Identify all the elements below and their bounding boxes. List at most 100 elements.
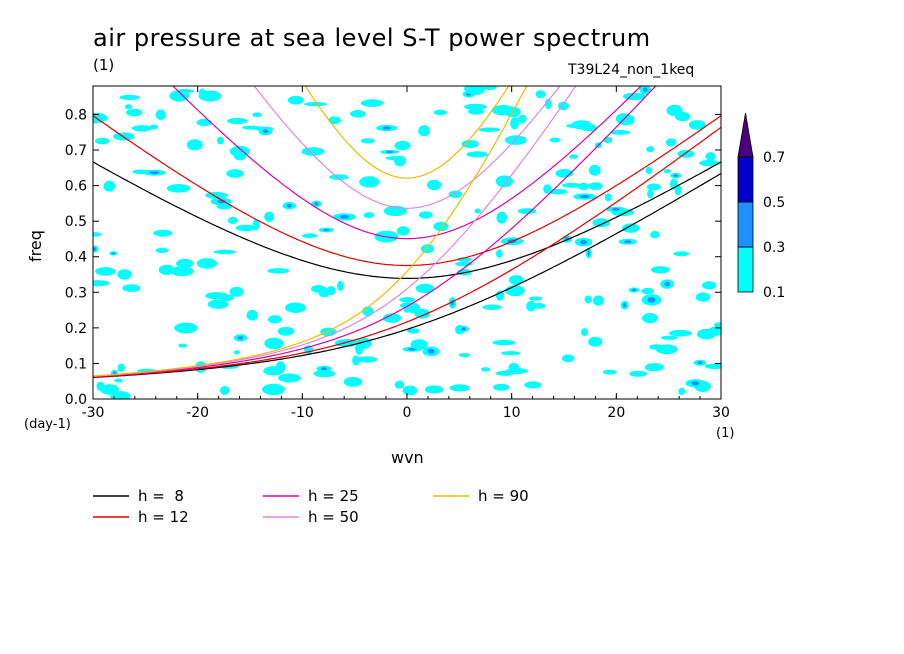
power-patch [302, 233, 318, 238]
power-patch [174, 322, 198, 334]
power-patch-strong [385, 150, 394, 153]
power-patch [645, 166, 653, 175]
power-patch [420, 244, 435, 254]
power-patch [704, 363, 721, 369]
power-patch-strong [623, 303, 627, 308]
power-patch [117, 363, 125, 372]
power-patch [508, 275, 524, 285]
power-patch [528, 296, 543, 301]
y-tick-label: 0.5 [65, 214, 87, 230]
power-patch [505, 285, 525, 297]
power-patch [426, 179, 442, 191]
power-patch-strong [237, 336, 244, 340]
power-patch [415, 283, 435, 294]
power-patch-strong [647, 297, 656, 303]
power-patch-strong [624, 240, 632, 244]
dispersion-curve-ig [253, 86, 561, 209]
power-patch [493, 383, 510, 391]
power-patch-strong [691, 381, 700, 386]
power-patch [198, 90, 222, 102]
power-patch [622, 92, 646, 101]
legend-label: h = 8 [138, 487, 184, 505]
power-patch [699, 159, 720, 167]
power-patch [695, 292, 711, 302]
power-patch [410, 339, 428, 350]
power-patch [399, 297, 416, 303]
power-patch [205, 191, 228, 199]
legend-label: h = 50 [308, 508, 359, 526]
power-patch [668, 329, 692, 337]
power-patch [592, 218, 610, 228]
power-patch [517, 208, 537, 215]
power-patch [524, 381, 542, 389]
power-patch [642, 313, 658, 324]
power-patch [235, 224, 256, 232]
power-patch-strong [631, 288, 637, 292]
y-tick-label: 0.4 [65, 250, 87, 266]
power-patch-strong [673, 174, 678, 177]
power-patch [267, 268, 290, 274]
colorbar-label: 0.5 [763, 195, 785, 211]
colorbar-segment [737, 156, 754, 203]
colorbar: 0.1 0.3 0.5 0.7 [737, 112, 785, 301]
power-patch-strong [111, 252, 115, 255]
power-patch [313, 369, 336, 378]
power-patch [646, 183, 661, 191]
power-patch [545, 98, 552, 110]
power-patch [674, 184, 682, 196]
power-patch [207, 299, 229, 309]
power-patch [588, 336, 603, 347]
power-patch [264, 211, 275, 222]
power-patch [561, 182, 582, 188]
power-patch [468, 108, 485, 115]
power-patch [407, 328, 420, 334]
power-patch [504, 135, 527, 145]
power-patch [383, 313, 401, 323]
power-patch [329, 174, 349, 180]
power-patch-strong [93, 247, 97, 251]
power-patch [566, 123, 584, 128]
x-tick-label: -20 [186, 405, 209, 421]
dispersion-curve-mrg [93, 172, 721, 379]
power-patch [114, 378, 123, 383]
power-patch [562, 354, 575, 363]
power-patch [93, 280, 110, 287]
power-patch [495, 290, 505, 301]
power-patch [532, 303, 546, 309]
x-tick-label: -30 [82, 405, 105, 421]
power-patch [252, 112, 262, 118]
power-patch-strong [320, 367, 327, 371]
dispersion-curve-mrg [93, 126, 721, 378]
power-patch [705, 152, 716, 161]
power-patch [166, 184, 191, 193]
power-patch [326, 286, 336, 296]
power-patch [588, 164, 601, 176]
power-patch [501, 351, 521, 356]
chart-title: air pressure at sea level S-T power spec… [93, 24, 651, 52]
power-patch-strong [580, 240, 587, 245]
run-name: T39L24_non_1keq [568, 62, 695, 78]
x-tick-label: -10 [291, 405, 314, 421]
power-patch [688, 120, 706, 130]
power-patch [220, 386, 230, 395]
power-patch [103, 180, 116, 192]
power-patch [622, 223, 640, 233]
power-patch [394, 380, 405, 389]
power-patch-strong [580, 195, 590, 199]
power-patch [714, 322, 721, 328]
power-patch-strong [427, 349, 435, 354]
power-patch [602, 369, 617, 375]
dispersion-curve-ig [172, 86, 642, 240]
power-patch [227, 117, 248, 125]
power-patch [466, 151, 489, 158]
power-patch [205, 292, 229, 300]
power-patch [458, 353, 471, 358]
power-patch [526, 300, 536, 312]
power-field [93, 86, 721, 399]
power-patch [233, 350, 240, 355]
colorbar-segment [737, 246, 754, 293]
power-patch-strong [461, 327, 466, 331]
power-patch [649, 344, 663, 350]
power-patch-strong [113, 371, 116, 375]
y-tick-label: 0.6 [65, 179, 87, 195]
